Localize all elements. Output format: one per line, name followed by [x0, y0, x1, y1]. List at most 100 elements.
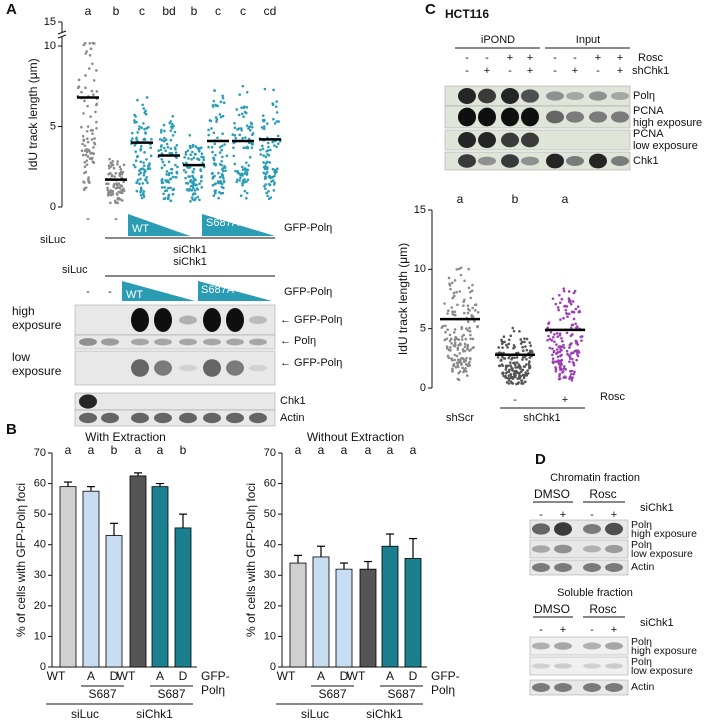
dot [139, 148, 143, 152]
dot [182, 168, 186, 172]
dot [214, 153, 217, 157]
dot [457, 344, 460, 347]
dot [513, 370, 516, 373]
bar [404, 558, 422, 668]
dot [551, 297, 555, 300]
dot [267, 182, 271, 186]
dot [563, 304, 566, 308]
dot [143, 111, 147, 115]
dot [505, 343, 508, 347]
dot [245, 168, 249, 172]
dot [191, 150, 194, 154]
dot [466, 329, 470, 332]
x-tick-label: D [340, 669, 349, 683]
dot [88, 157, 92, 160]
x-tick-label: - [86, 213, 90, 225]
dot [555, 332, 559, 335]
dot [264, 187, 267, 191]
dot [260, 144, 264, 148]
bar [151, 486, 169, 668]
dot [211, 150, 214, 154]
dot [192, 183, 195, 187]
y-tick-label: 10 [264, 630, 276, 642]
dot [443, 338, 447, 342]
dot [557, 308, 560, 312]
dot [142, 190, 146, 193]
dot [137, 173, 141, 176]
label: S687A [206, 217, 240, 229]
dot [117, 186, 121, 189]
dot [562, 346, 566, 350]
dot [118, 165, 122, 169]
dot [92, 161, 96, 164]
dot [234, 136, 238, 140]
dot [135, 189, 139, 193]
dot [142, 138, 145, 141]
dot [560, 367, 563, 371]
blot-band [532, 663, 550, 669]
dot [188, 188, 192, 192]
dot [95, 69, 98, 72]
dot [509, 334, 513, 338]
label: GFP-Polη [284, 286, 332, 298]
group-label: S687 [318, 687, 346, 701]
blot-band [589, 111, 607, 123]
dot [473, 308, 477, 312]
dot [192, 186, 195, 190]
dot [88, 149, 91, 153]
blot [529, 519, 629, 539]
label: Input [576, 34, 600, 46]
dot [572, 363, 576, 367]
dot [500, 342, 504, 346]
dot [162, 192, 165, 196]
blot-band [501, 88, 519, 104]
dot [572, 291, 576, 295]
blot-band [611, 92, 629, 100]
blot-band [521, 156, 539, 166]
dot [463, 368, 466, 371]
dot [95, 126, 98, 130]
significance-letter: b [113, 4, 120, 18]
dot [143, 127, 146, 131]
dot [249, 121, 253, 125]
label: exposure [12, 318, 62, 332]
band-label: high exposure [631, 528, 697, 540]
dot [553, 333, 556, 336]
dot [134, 150, 138, 153]
dot [518, 373, 521, 376]
dot [579, 335, 583, 339]
dot [192, 179, 196, 183]
dot [236, 170, 239, 173]
dot [558, 372, 562, 376]
dot [93, 143, 97, 146]
dot [171, 192, 175, 196]
y-tick-label: 50 [264, 508, 276, 520]
dot [145, 158, 148, 161]
dot [265, 166, 269, 169]
blot-band [589, 91, 607, 101]
dot [159, 145, 163, 148]
dot [262, 127, 266, 131]
dot [175, 170, 179, 174]
dot [222, 176, 225, 180]
dot [121, 191, 124, 195]
blot-band [79, 412, 97, 424]
sign: + [572, 65, 578, 77]
dot [264, 175, 267, 179]
dot [221, 169, 225, 173]
axis-break [57, 30, 67, 35]
dot [512, 372, 516, 376]
dot [191, 170, 194, 174]
dot [451, 296, 455, 300]
dot [554, 302, 558, 306]
dot [86, 137, 89, 140]
dot [259, 153, 263, 156]
dot [139, 190, 142, 194]
dot [529, 344, 532, 347]
dot [232, 141, 236, 145]
panel-label: C [425, 1, 436, 18]
dot [504, 368, 508, 371]
dot [233, 162, 237, 166]
dot [568, 375, 572, 378]
dot [448, 282, 451, 285]
